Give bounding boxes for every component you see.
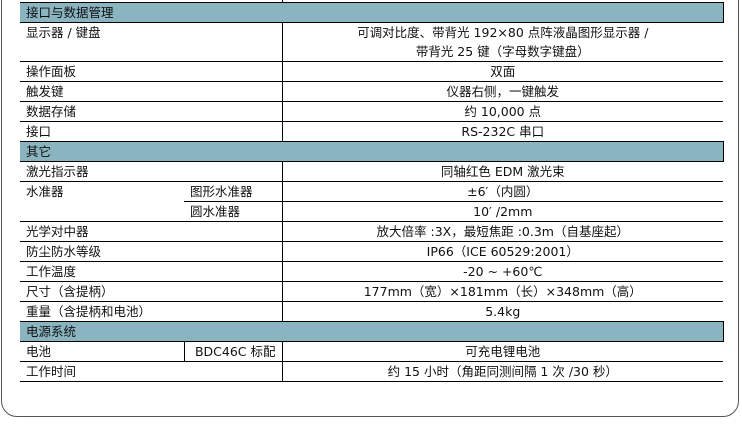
- row-label: 数据存储: [20, 101, 283, 122]
- section-header: 其它: [20, 141, 724, 162]
- row-label: 尺寸（含提柄）: [20, 281, 283, 302]
- spec-table: 接口与数据管理 显示器 / 键盘 可调对比度、带背光 192×80 点阵液晶图形…: [20, 2, 724, 382]
- table-row: 接口 RS-232C 串口: [20, 121, 724, 142]
- table-row: 防尘防水等级 IP66（ICE 60529:2001）: [20, 241, 724, 262]
- row-label: 光学对中器: [20, 221, 283, 242]
- panel-frame: [1, 0, 739, 417]
- row-value-line: 可调对比度、带背光 192×80 点阵液晶图形显示器 /: [357, 25, 649, 40]
- table-row: 尺寸（含提柄） 177mm（宽）×181mm（长）×348mm（高）: [20, 281, 724, 302]
- row-value: 5.4kg: [281, 301, 724, 322]
- row-value: 同轴红色 EDM 激光束: [281, 161, 724, 182]
- row-value: 约 10,000 点: [281, 101, 724, 122]
- row-sublabel: 圆水准器: [184, 201, 282, 222]
- table-row: 电池 BDC46C 标配 可充电锂电池: [20, 341, 724, 362]
- row-value: 10′ /2mm: [281, 201, 724, 222]
- section-title: 其它: [20, 141, 724, 162]
- table-row: 光学对中器 放大倍率 :3X，最短焦距 :0.3m（自基座起）: [20, 221, 724, 242]
- row-sublabel: 图形水准器: [184, 181, 282, 202]
- row-label: 触发键: [20, 81, 283, 102]
- section-header: 接口与数据管理: [20, 2, 724, 23]
- row-sublabel: BDC46C 标配: [183, 341, 282, 362]
- table-row: 操作面板 双面: [20, 61, 724, 82]
- row-value: 仪器右侧，一键触发: [281, 81, 724, 102]
- row-value: IP66（ICE 60529:2001）: [281, 241, 724, 262]
- table-row: 工作温度 -20 ~ +60℃: [20, 261, 724, 282]
- row-value: 放大倍率 :3X，最短焦距 :0.3m（自基座起）: [281, 221, 724, 242]
- section-title: 接口与数据管理: [20, 2, 724, 23]
- row-value: 约 15 小时（角距同测间隔 1 次 /30 秒）: [281, 361, 724, 382]
- table-row: 数据存储约 10,000 点: [20, 101, 724, 122]
- row-label: 显示器 / 键盘: [20, 22, 283, 62]
- row-value: 可调对比度、带背光 192×80 点阵液晶图形显示器 / 带背光 25 键（字母数…: [281, 22, 724, 62]
- table-row: 工作时间约 15 小时（角距同测间隔 1 次 /30 秒）: [20, 361, 724, 382]
- table-row: 重量（含提柄和电池） 5.4kg: [20, 301, 724, 322]
- row-value-line: 带背光 25 键（字母数字键盘）: [415, 44, 590, 59]
- row-value: 双面: [281, 61, 724, 82]
- row-label: 重量（含提柄和电池）: [20, 301, 283, 322]
- row-value: 可充电锂电池: [281, 341, 724, 362]
- row-value: RS-232C 串口: [281, 121, 724, 142]
- table-row: 触发键 仪器右侧，一键触发: [20, 81, 724, 102]
- table-row: 圆水准器 10′ /2mm: [20, 201, 724, 222]
- row-label: 电池: [20, 341, 184, 362]
- row-label: 工作温度: [20, 261, 283, 282]
- divider: [282, 0, 283, 3]
- table-row: 激光指示器 同轴红色 EDM 激光束: [20, 161, 724, 182]
- section-title: 电源系统: [20, 321, 724, 342]
- row-label: 防尘防水等级: [20, 241, 283, 262]
- section-header: 电源系统: [20, 321, 724, 342]
- row-label: 水准器: [20, 181, 184, 222]
- row-value: 177mm（宽）×181mm（长）×348mm（高）: [281, 281, 724, 302]
- row-label: 工作时间: [20, 361, 283, 382]
- table-row: 水准器 图形水准器 ±6′（内圆）: [20, 181, 724, 222]
- row-label: 激光指示器: [20, 161, 283, 182]
- row-value: -20 ~ +60℃: [281, 261, 724, 282]
- table-row: 显示器 / 键盘 可调对比度、带背光 192×80 点阵液晶图形显示器 / 带背光…: [20, 22, 724, 62]
- row-label: 操作面板: [20, 61, 283, 82]
- row-value: ±6′（内圆）: [281, 181, 724, 202]
- row-label: 接口: [20, 121, 283, 142]
